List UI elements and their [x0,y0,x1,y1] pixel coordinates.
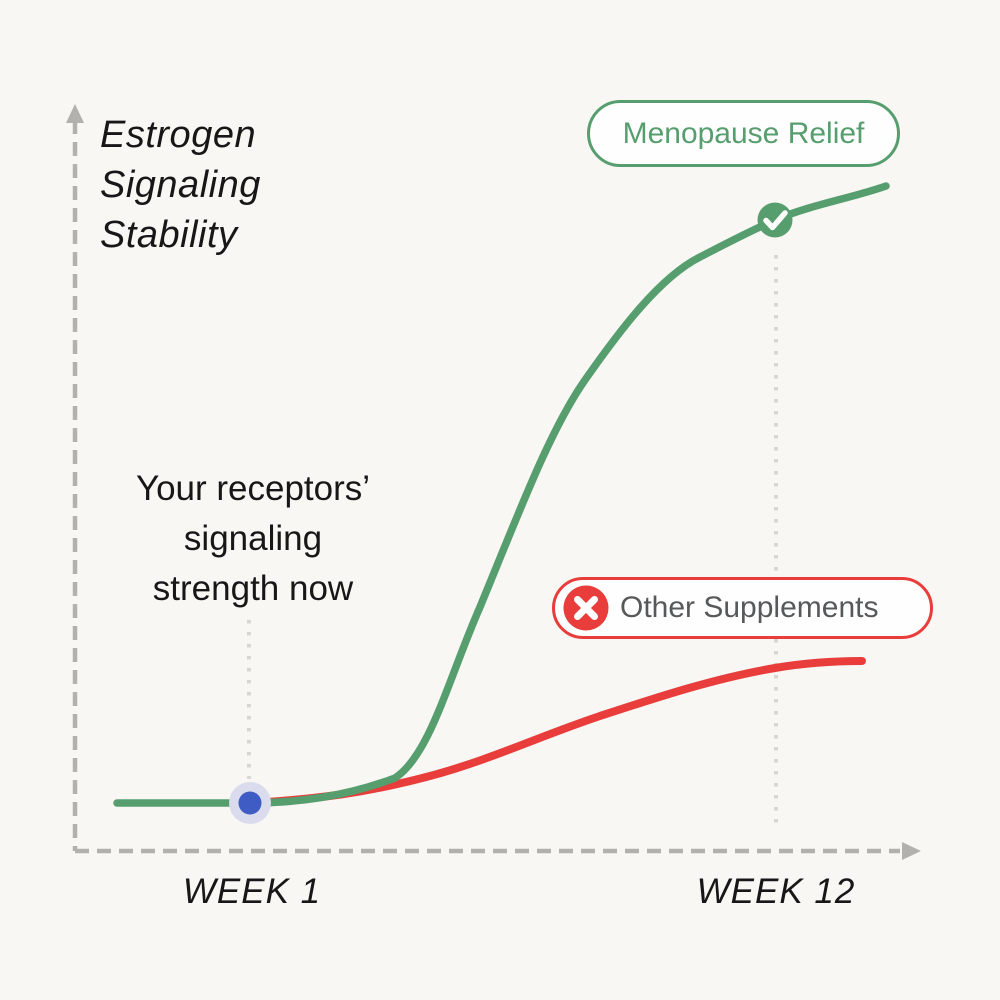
current-point-dot [238,791,262,815]
x-icon [563,585,609,631]
other-supplements-badge: Other Supplements [552,577,933,639]
right-arrow-icon [902,842,921,860]
up-arrow-icon [66,104,84,123]
menopause-relief-label: Menopause Relief [622,116,865,150]
other-supplements-curve [248,657,866,807]
check-icon [757,202,793,238]
x-tick-week1: WEEK 1 [182,872,322,911]
y-axis-title: Estrogen Signaling Stability [100,114,261,256]
annotation-current-strength: Your receptors’ signaling strength now [135,469,371,608]
menopause-relief-badge: Menopause Relief [587,100,900,167]
x-tick-week12: WEEK 12 [696,872,856,911]
other-supplements-label: Other Supplements [620,591,879,624]
